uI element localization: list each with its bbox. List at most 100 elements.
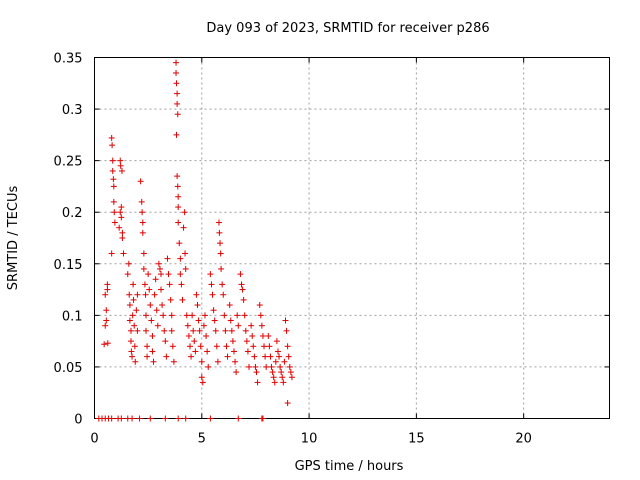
data-point (263, 363, 270, 370)
data-point (198, 358, 205, 365)
data-point (169, 343, 176, 350)
y-axis-label: SRMTID / TECUs (6, 186, 21, 291)
data-point (249, 332, 256, 339)
data-point (230, 348, 237, 355)
data-point (194, 302, 201, 309)
data-point (287, 369, 294, 376)
data-point (253, 369, 260, 376)
data-point (109, 167, 116, 174)
data-point (222, 327, 229, 334)
data-point (186, 343, 193, 350)
y-tick-label: 0.15 (54, 258, 83, 273)
data-point (184, 322, 191, 329)
data-point (212, 327, 219, 334)
data-point (153, 307, 160, 314)
data-point (175, 415, 182, 422)
data-point (258, 322, 265, 329)
data-point (149, 348, 156, 355)
data-point (208, 281, 215, 288)
data-point (182, 250, 189, 257)
data-point (207, 271, 214, 278)
data-point (282, 317, 289, 324)
data-point (240, 296, 247, 303)
x-tick-label: 20 (515, 432, 532, 447)
data-point (250, 343, 257, 350)
data-point (288, 374, 295, 381)
data-point (267, 353, 274, 360)
data-point (130, 281, 137, 288)
y-tick-label: 0.05 (54, 361, 83, 376)
data-point (211, 317, 218, 324)
data-point (234, 312, 241, 319)
plot-frame (94, 57, 610, 419)
data-point (143, 312, 149, 319)
data-point (143, 327, 149, 334)
data-point (165, 271, 172, 278)
data-point (160, 312, 167, 319)
data-point (274, 348, 281, 355)
data-point (127, 327, 134, 334)
data-point (119, 235, 126, 241)
data-point (137, 178, 144, 185)
data-point (195, 317, 202, 324)
data-point (103, 317, 110, 324)
data-point (207, 415, 214, 422)
data-point (117, 209, 124, 216)
data-point (193, 291, 200, 298)
data-point (178, 281, 185, 288)
data-point (148, 317, 155, 324)
data-point (262, 353, 269, 360)
data-point (176, 240, 183, 247)
data-point (271, 379, 278, 386)
data-point (132, 358, 139, 365)
data-point (239, 286, 246, 293)
y-tick-label: 0.1 (62, 309, 83, 324)
data-point (276, 353, 283, 360)
data-point (177, 255, 184, 262)
data-point (175, 219, 182, 226)
data-point (257, 312, 264, 319)
y-tick-label: 0.2 (62, 206, 83, 221)
data-point (259, 415, 266, 422)
data-point (259, 332, 266, 339)
chart-title: Day 093 of 2023, SRMTID for receiver p28… (206, 21, 489, 36)
data-point (273, 338, 280, 345)
data-point (173, 80, 180, 87)
data-point (131, 322, 138, 329)
data-point (142, 291, 149, 298)
data-point (126, 317, 133, 324)
data-point (174, 100, 181, 107)
data-point (109, 157, 116, 164)
data-point (146, 286, 153, 293)
data-point (110, 176, 117, 183)
data-point (174, 90, 181, 97)
data-point (215, 219, 222, 226)
data-point (179, 296, 186, 303)
data-point (127, 338, 134, 345)
data-point (181, 209, 188, 216)
data-point (173, 59, 180, 66)
data-point (159, 302, 166, 309)
data-point (175, 204, 182, 211)
data-point (103, 307, 110, 314)
data-point (155, 260, 162, 267)
data-point (265, 332, 272, 339)
y-tick-label: 0.25 (54, 155, 83, 170)
data-point (174, 173, 181, 180)
data-point (213, 343, 220, 350)
data-point (228, 327, 235, 334)
data-point (151, 291, 158, 298)
data-point (119, 229, 126, 236)
data-point (126, 291, 133, 298)
x-tick-label: 5 (198, 432, 206, 447)
data-point (200, 322, 207, 329)
data-point (108, 250, 115, 257)
data-point (227, 317, 234, 324)
data-point (191, 338, 198, 345)
data-point (140, 265, 147, 272)
data-point (134, 291, 141, 298)
data-point (261, 343, 268, 350)
data-point (238, 281, 245, 288)
data-point (205, 363, 212, 370)
x-tick-label: 0 (90, 432, 98, 447)
